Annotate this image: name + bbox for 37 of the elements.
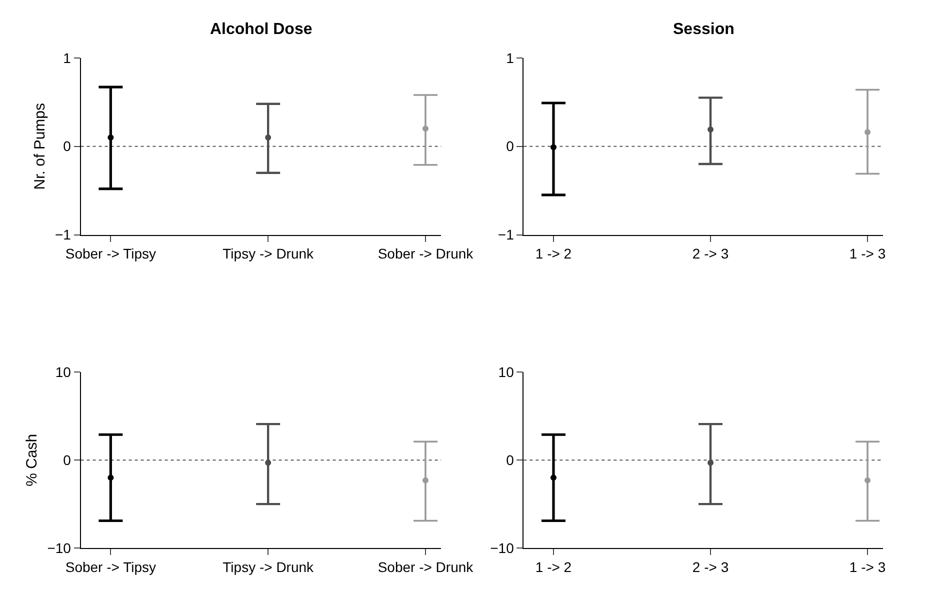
x-tick-label: Tipsy -> Drunk [222, 558, 315, 575]
y-axis-title: Nr. of Pumps [31, 102, 48, 190]
x-tick-label: 1 -> 3 [849, 558, 886, 575]
point [708, 126, 714, 133]
point [265, 460, 272, 466]
x-tick-label: Sober -> Tipsy [65, 558, 156, 575]
y-tick-label: 0 [63, 452, 72, 468]
x-tick-label: 1 -> 3 [849, 246, 886, 262]
y-tick-label: 1 [63, 50, 72, 66]
x-tick-label: 1 -> 2 [535, 246, 572, 262]
y-tick-label: 1 [506, 50, 514, 66]
y-axis-title: % Cash [23, 434, 40, 486]
x-tick-label: 2 -> 3 [692, 246, 729, 262]
y-tick-label: −1 [498, 226, 514, 243]
x-tick-label: 1 -> 2 [535, 558, 572, 575]
x-tick-label: Sober -> Drunk [378, 246, 474, 262]
chart-title: Alcohol Dose [210, 21, 312, 38]
y-tick-label: 0 [506, 138, 514, 154]
point [864, 477, 871, 484]
y-tick-label: 10 [498, 364, 514, 380]
point [550, 474, 556, 481]
y-tick-label: −1 [55, 226, 72, 243]
point [422, 477, 428, 484]
x-tick-label: 2 -> 3 [692, 558, 729, 575]
point [708, 460, 714, 466]
y-tick-label: 10 [55, 364, 72, 380]
x-tick-label: Tipsy -> Drunk [222, 246, 315, 262]
y-tick-label: −10 [490, 540, 514, 556]
point [108, 474, 114, 481]
y-tick-label: −10 [47, 540, 72, 556]
y-tick-label: 0 [63, 138, 72, 154]
point [550, 144, 556, 150]
x-tick-label: Sober -> Tipsy [65, 246, 156, 262]
x-tick-label: Sober -> Drunk [378, 558, 474, 575]
y-tick-label: 0 [506, 452, 514, 468]
chart-title: Session [673, 21, 734, 38]
point [864, 129, 871, 136]
